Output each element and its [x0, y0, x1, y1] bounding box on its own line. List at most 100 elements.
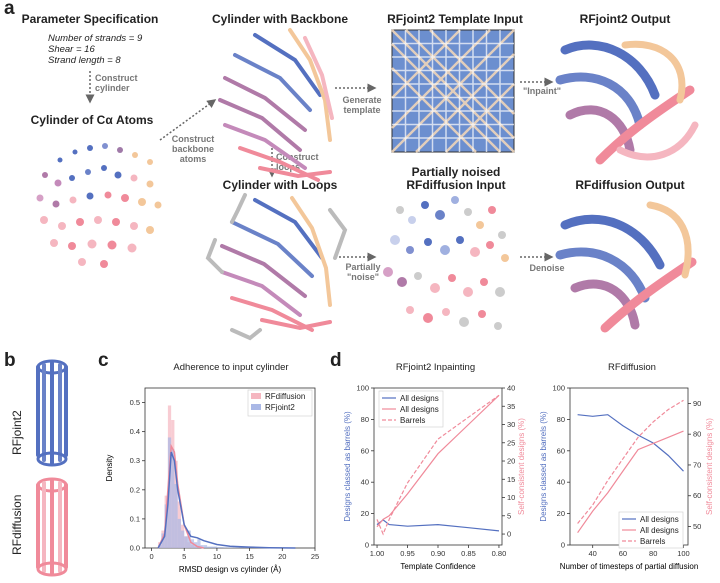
- histogram-bar: [174, 484, 178, 548]
- generate-template-label: Generate template: [342, 95, 382, 115]
- panel-b-label-rfdiffusion: RFdiffusion: [10, 494, 24, 555]
- histogram-bar: [233, 547, 237, 548]
- y-right-tick-label: 80: [693, 430, 701, 439]
- legend-swatch: [251, 393, 261, 399]
- panel-b-label-rfjoint2: RFjoint2: [10, 410, 24, 455]
- histogram-bar: [197, 539, 201, 548]
- y-right-tick-label: 40: [507, 384, 515, 393]
- rfjoint2-output-cartoon: [555, 40, 699, 165]
- parameter-list: Number of strands = 9 Shear = 16 Strand …: [48, 33, 142, 66]
- x-tick-label: 0.80: [492, 549, 507, 558]
- y-right-tick-label: 0: [507, 530, 511, 539]
- y-left-tick-label: 80: [557, 415, 565, 424]
- y-left-tick-label: 0: [561, 541, 565, 550]
- inpainting-title: RFjoint2 Inpainting: [395, 362, 476, 373]
- series-line: [376, 394, 500, 528]
- rfjoint2-output-title: RFjoint2 Output: [579, 12, 671, 26]
- y-left-tick-label: 60: [361, 446, 369, 455]
- series-line: [376, 519, 500, 532]
- y-left-tick-label: 20: [361, 509, 369, 518]
- x-tick-label: 5: [182, 552, 186, 561]
- y-left-tick-label: 20: [557, 509, 565, 518]
- backbone-sticks: [218, 28, 334, 182]
- rfdiffusion-output-title: RFdiffusion Output: [575, 178, 685, 192]
- x-tick-label: 1.00: [370, 549, 385, 558]
- panel-d-letter: d: [330, 350, 342, 371]
- y-right-tick-label: 60: [693, 491, 701, 500]
- panel-b-letter: b: [4, 350, 16, 371]
- legend-label: RFdiffusion: [265, 392, 305, 401]
- histogram-chart: 0 5 10 15 20 25 0.0 0.1 0.2 0.3 0.4 0.5 RMSD design …: [105, 387, 319, 574]
- y-right-tick-label: 25: [507, 438, 515, 447]
- histogram-bar: [177, 518, 181, 548]
- template-input-title: RFjoint2 Template Input: [387, 12, 523, 26]
- template-matrix: [391, 29, 515, 153]
- x-tick-label: 40: [589, 549, 597, 558]
- construct-backbone-label: Construct backbone atoms: [171, 134, 215, 164]
- panel-b-barrels: [36, 359, 68, 577]
- histogram-bar: [171, 449, 175, 548]
- legend-label: All designs: [640, 515, 679, 524]
- arrow-construct-backbone: [159, 99, 217, 141]
- kde-line: [157, 443, 204, 549]
- x-tick-label: 15: [245, 552, 253, 561]
- histogram-bar: [210, 546, 214, 548]
- histogram-bar: [207, 546, 211, 548]
- loops-title: Cylinder with Loops: [222, 178, 338, 192]
- histogram-title: Adherence to input cylinder: [173, 362, 289, 373]
- panel-b-label-top-container: RFjoint2: [8, 395, 28, 465]
- rfdiffusion-chart: 40 60 80 100 0 20 40 60 80 100 50 60 70 80 90 Number of…: [539, 384, 714, 572]
- y-axis-label: Density: [105, 455, 114, 482]
- histogram-bar: [220, 547, 224, 548]
- x-axis-label: Number of timesteps of partial diffusion: [560, 562, 699, 571]
- x-tick-label: 80: [649, 549, 657, 558]
- legend-label: Barrels: [640, 537, 665, 546]
- series-line: [577, 399, 684, 524]
- series-line: [577, 414, 684, 472]
- x-tick-label: 10: [213, 552, 221, 561]
- rfdiffusion-chart-title: RFdiffusion: [608, 362, 656, 373]
- y-left-tick-label: 100: [552, 384, 565, 393]
- y-right-tick-label: 35: [507, 402, 515, 411]
- y-tick-label: 0.4: [130, 427, 140, 436]
- histogram-bar: [184, 536, 188, 548]
- param-strands: Number of strands = 9: [48, 33, 143, 44]
- panel-a-letter: a: [4, 0, 15, 19]
- y-tick-label: 0.0: [130, 544, 140, 553]
- legend-label: Barrels: [400, 416, 425, 425]
- ca-atoms-cloud: [36, 143, 162, 268]
- denoise-label: Denoise: [529, 263, 565, 273]
- y-tick-label: 0.1: [130, 514, 140, 523]
- rfdiffusion-output-cartoon: [555, 201, 697, 333]
- loops-sticks: [205, 193, 348, 341]
- rfdiffusion-barrel: [36, 477, 68, 577]
- backbone-title: Cylinder with Backbone: [211, 12, 349, 26]
- histogram-bar: [239, 547, 244, 548]
- x-tick-label: 0.90: [431, 549, 446, 558]
- histogram-bar: [243, 547, 247, 548]
- noised-input-title: Partially noised RFdiffusion Input: [406, 165, 506, 192]
- param-shear: Shear = 16: [48, 44, 95, 55]
- histogram-bar: [216, 547, 221, 548]
- series-line: [577, 430, 684, 534]
- x-axis-label: Template Confidence: [400, 562, 476, 571]
- y-right-tick-label: 5: [507, 511, 511, 520]
- panel-b-label-bottom-container: RFdiffusion: [8, 470, 28, 570]
- legend-swatch: [251, 404, 261, 410]
- y-left-tick-label: 100: [356, 384, 369, 393]
- histogram-bar: [203, 545, 208, 548]
- parameter-specification-title: Parameter Specification: [21, 12, 159, 26]
- histogram-bar: [230, 547, 234, 548]
- x-tick-label: 0: [149, 552, 153, 561]
- param-strand-length: Strand length = 8: [48, 55, 121, 66]
- x-tick-label: 60: [619, 549, 627, 558]
- partially-noise-label: Partially "noise": [345, 262, 381, 282]
- histogram-bar: [223, 547, 227, 548]
- y-left-axis-label: Designs classed as barrels (%): [539, 411, 548, 522]
- y-right-tick-label: 15: [507, 475, 515, 484]
- panel-c-letter: c: [98, 350, 109, 371]
- histogram-bar: [180, 530, 185, 548]
- y-right-tick-label: 30: [507, 420, 515, 429]
- histogram-bar: [167, 437, 172, 548]
- panel-a-illustrations: [36, 28, 699, 341]
